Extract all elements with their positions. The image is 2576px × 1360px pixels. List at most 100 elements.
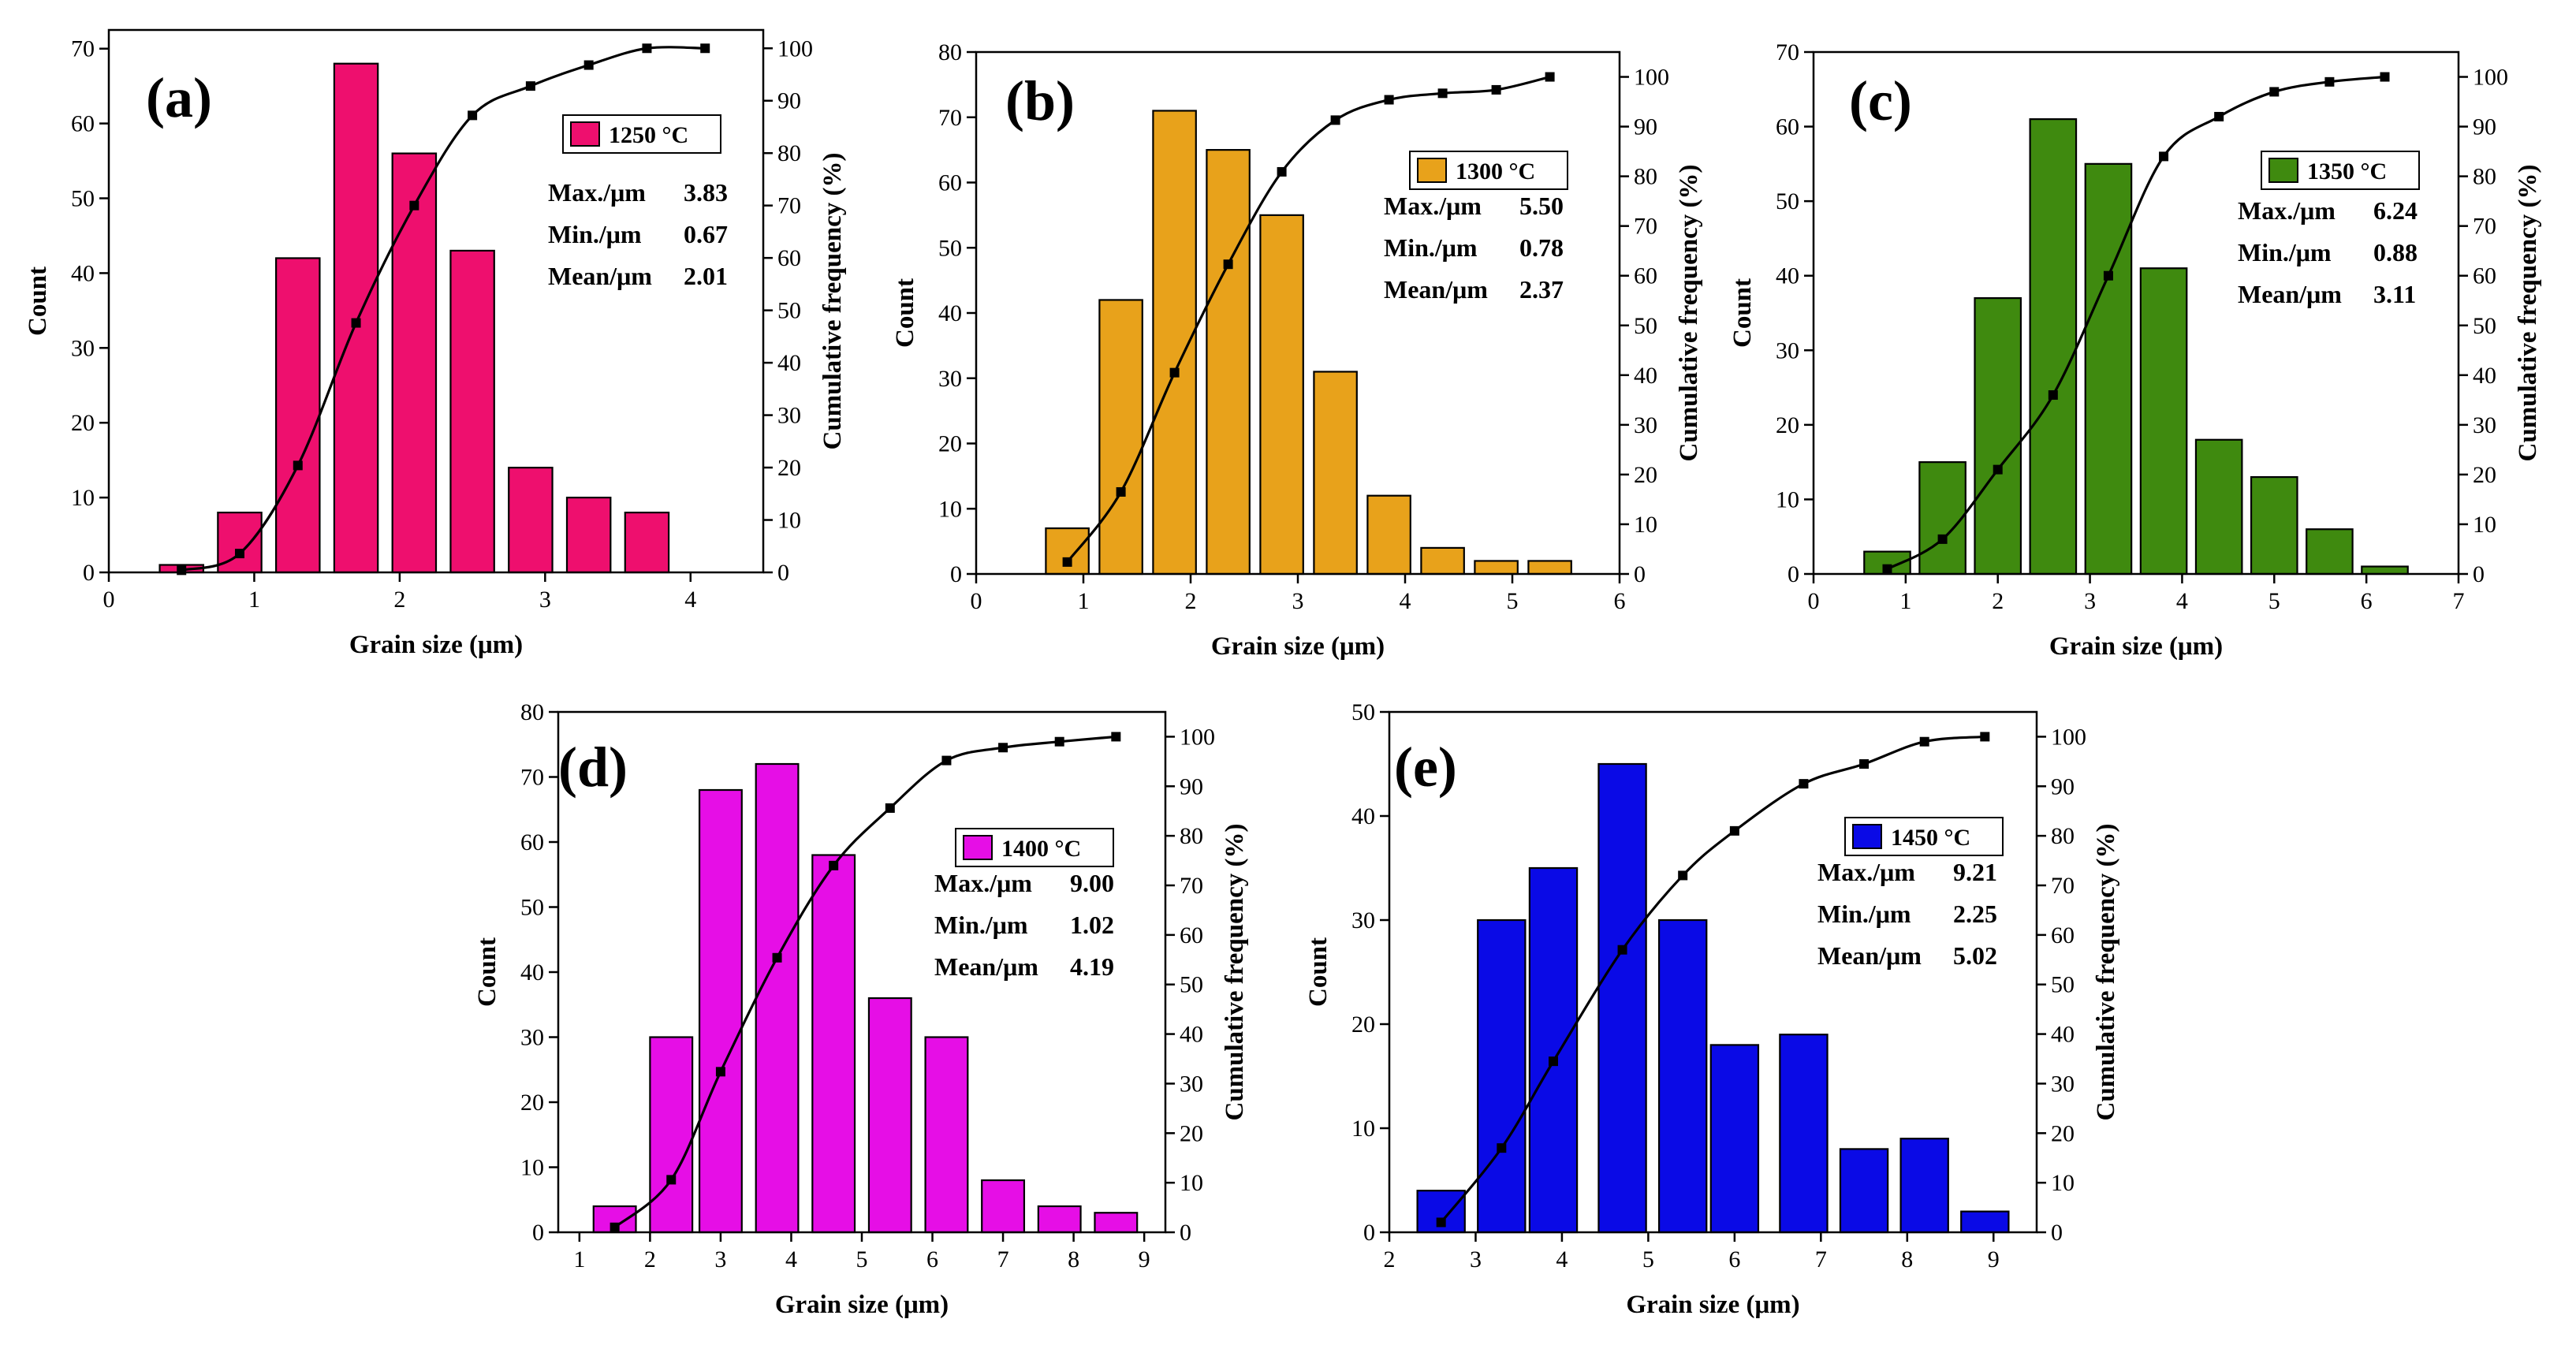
x-axis-label: Grain size (μm) [1626, 1291, 1799, 1319]
y2-tick-label: 10 [777, 508, 801, 534]
x-tick-label: 3 [1470, 1246, 1482, 1272]
y-tick-label: 60 [520, 829, 544, 855]
y2-tick-label: 80 [777, 140, 801, 166]
histogram-bar [867, 997, 912, 1234]
legend-label: 1400 °C [1001, 836, 1081, 862]
stat-value: 5.50 [1519, 192, 1564, 220]
cumulative-point [1882, 564, 1892, 574]
x-tick-label: 5 [856, 1246, 868, 1272]
cumulative-point [1437, 88, 1448, 99]
stat-value: 9.00 [1070, 869, 1114, 897]
y2-tick-label: 30 [1634, 412, 1657, 438]
cumulative-point [1919, 736, 1929, 747]
stat-value: 0.78 [1519, 233, 1564, 262]
cumulative-point [1054, 736, 1064, 747]
y-tick-label: 0 [532, 1220, 544, 1246]
x-tick-label: 1 [1899, 588, 1911, 614]
x-axis-label: Grain size (μm) [349, 631, 523, 659]
cumulative-point [2269, 87, 2280, 97]
histogram-bar [1899, 1138, 1949, 1234]
legend-swatch [1417, 158, 1447, 183]
y-tick-label: 20 [71, 410, 95, 436]
x-tick-label: 9 [1139, 1246, 1150, 1272]
y2-tick-label: 80 [2473, 164, 2496, 190]
cumulative-point [2214, 111, 2224, 121]
cumulative-point [1980, 732, 1990, 742]
x-tick-label: 5 [1642, 1246, 1654, 1272]
legend-swatch [2268, 158, 2298, 183]
y2-tick-label: 60 [1634, 263, 1657, 289]
stat-label: Max./μm [2238, 196, 2336, 225]
x-tick-label: 3 [539, 587, 551, 613]
x-tick-label: 3 [2084, 588, 2096, 614]
histogram-bar [1313, 371, 1358, 576]
legend-swatch [570, 121, 600, 147]
y-tick-label: 30 [520, 1025, 544, 1051]
cumulative-point [1937, 534, 1948, 544]
y2-tick-label: 20 [1180, 1120, 1203, 1146]
panel-label: (e) [1394, 736, 1457, 799]
y2-axis-label: Cumulative frequency (%) [2514, 164, 2542, 461]
panel-a: 0 1 2 3 401020304050607001020304050607080901… [24, 28, 847, 659]
y-tick-label: 60 [1776, 114, 1799, 140]
histogram-bar [2250, 475, 2298, 576]
cumulative-point [885, 803, 895, 813]
y2-tick-label: 0 [2051, 1220, 2063, 1246]
panel-label: (c) [1849, 69, 1912, 132]
histogram-bar [924, 1036, 969, 1234]
x-tick-label: 5 [2268, 588, 2280, 614]
y-tick-label: 20 [1776, 412, 1799, 438]
histogram-bar [449, 249, 495, 574]
histogram-bar [1974, 296, 2022, 576]
y-tick-label: 50 [71, 186, 95, 212]
panel-d: 1 2 3 4 5 6 7 8 90102030405060708001020304050607… [473, 699, 1249, 1319]
cumulative-point [829, 860, 839, 870]
cumulative-point [583, 60, 594, 70]
histogram-bar [275, 257, 321, 574]
stat-label: Min./μm [548, 220, 642, 248]
stat-label: Mean/μm [1817, 941, 1922, 970]
y2-tick-label: 20 [777, 455, 801, 481]
cumulative-point [1111, 732, 1121, 742]
x-tick-label: 4 [1400, 588, 1411, 614]
y2-tick-label: 90 [1180, 773, 1203, 799]
cumulative-point [1993, 464, 2003, 475]
histogram-bar [1045, 527, 1090, 576]
cumulative-point [2159, 151, 2169, 162]
legend-swatch [1852, 824, 1882, 849]
cumulative-point [293, 460, 303, 471]
y2-tick-label: 50 [1634, 313, 1657, 339]
histogram-bar [1477, 918, 1527, 1234]
x-tick-label: 4 [684, 587, 696, 613]
histogram-bar [698, 788, 743, 1234]
y-tick-label: 40 [71, 260, 95, 286]
x-tick-label: 7 [997, 1246, 1009, 1272]
y2-tick-label: 90 [777, 88, 801, 114]
panel-b: 0 1 2 3 4 5 6010203040506070800102030405060708… [891, 39, 1703, 661]
cumulative-point [666, 1175, 677, 1185]
y-tick-label: 70 [1776, 39, 1799, 65]
histogram-bar [2306, 528, 2354, 576]
cumulative-point [1799, 779, 1809, 789]
x-tick-label: 3 [1292, 588, 1304, 614]
y-tick-label: 70 [520, 765, 544, 791]
stat-label: Mean/μm [548, 262, 652, 290]
y-tick-label: 0 [950, 561, 962, 587]
y-tick-label: 80 [520, 699, 544, 725]
histogram-bar [1259, 214, 1304, 576]
x-tick-label: 8 [1901, 1246, 1913, 1272]
stat-value: 0.88 [2373, 238, 2418, 266]
stat-value: 5.02 [1953, 941, 1997, 970]
y-tick-label: 10 [1351, 1116, 1375, 1142]
histogram-bar [1657, 918, 1708, 1234]
x-tick-label: 1 [1078, 588, 1090, 614]
x-tick-label: 6 [1614, 588, 1626, 614]
stat-label: Max./μm [1384, 192, 1482, 220]
x-tick-label: 9 [1988, 1246, 2000, 1272]
y2-tick-label: 10 [2473, 512, 2496, 538]
y2-tick-label: 100 [1634, 65, 1669, 91]
histogram-bar [624, 511, 670, 574]
y-axis-label: Count [24, 266, 52, 336]
panel-c: 0 1 2 3 4 5 6 701020304050607001020304050607080… [1728, 39, 2542, 661]
stat-label: Min./μm [1817, 900, 1911, 928]
